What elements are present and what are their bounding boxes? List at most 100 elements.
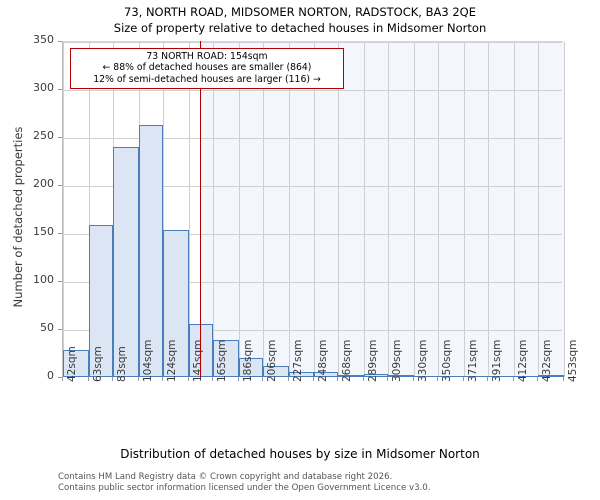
y-axis-tick-label: 0	[47, 369, 54, 382]
x-axis-tick-label: 145sqm	[191, 339, 204, 382]
x-axis-tick-mark	[62, 377, 63, 381]
property-annotation-box: 73 NORTH ROAD: 154sqm ← 88% of detached …	[70, 48, 344, 90]
gridline-vertical	[564, 42, 565, 377]
x-axis-tick-mark	[87, 377, 89, 381]
gridline-vertical	[314, 42, 316, 377]
x-axis-tick-mark	[287, 377, 289, 381]
y-axis-tick-mark	[58, 329, 62, 330]
x-axis-tick-mark	[437, 377, 439, 381]
x-axis-tick-mark	[337, 377, 339, 381]
annotation-line-1: 73 NORTH ROAD: 154sqm	[146, 51, 268, 62]
chart-subtitle: Size of property relative to detached ho…	[113, 21, 487, 35]
x-axis-tick-mark	[363, 377, 365, 381]
histogram-bar	[364, 374, 389, 377]
gridline-vertical	[414, 42, 416, 377]
gridline-vertical	[464, 42, 466, 377]
x-axis-tick-mark	[487, 377, 489, 381]
gridline-horizontal	[63, 330, 562, 331]
gridline-horizontal	[63, 186, 562, 187]
histogram-bar	[514, 376, 539, 377]
x-axis-tick-label: 186sqm	[241, 339, 254, 382]
histogram-bar	[112, 146, 139, 377]
annotation-line-3: 12% of semi-detached houses are larger (…	[93, 73, 321, 85]
x-axis-tick-label: 350sqm	[441, 339, 454, 382]
histogram-bar	[63, 350, 89, 377]
x-axis-label: Distribution of detached houses by size …	[120, 447, 480, 461]
y-axis-tick-label: 250	[33, 129, 54, 142]
gridline-vertical	[88, 42, 90, 377]
gridline-vertical	[238, 42, 240, 377]
x-axis-tick-label: 248sqm	[317, 339, 330, 382]
gridline-horizontal	[63, 282, 562, 283]
chart-title: 73, NORTH ROAD, MIDSOMER NORTON, RADSTOC…	[124, 5, 476, 19]
x-axis-tick-mark	[187, 377, 189, 381]
y-axis-tick-mark	[58, 377, 62, 378]
gridline-vertical	[262, 42, 264, 377]
y-axis-tick-mark	[58, 41, 62, 42]
x-axis-tick-label: 104sqm	[141, 339, 154, 382]
x-axis-tick-mark	[537, 377, 539, 381]
gridline-vertical	[514, 42, 516, 377]
gridline-vertical	[162, 42, 164, 377]
x-axis-tick-label: 63sqm	[91, 346, 104, 382]
y-axis-label-wrap: Number of detached properties	[8, 60, 28, 360]
gridline-vertical	[538, 42, 540, 377]
y-axis-tick-label: 150	[33, 225, 54, 238]
x-axis-tick-label: 289sqm	[367, 339, 380, 382]
histogram-bar	[262, 366, 289, 377]
histogram-bar	[464, 376, 489, 377]
histogram-bar	[162, 230, 189, 377]
gridline-vertical	[288, 42, 290, 377]
y-axis-tick-mark	[58, 137, 62, 138]
plot-area	[62, 41, 565, 378]
y-axis-tick-label: 50	[40, 321, 54, 334]
gridline-horizontal	[63, 90, 562, 91]
x-axis-tick-label: 206sqm	[265, 339, 278, 382]
histogram-bar	[288, 372, 315, 377]
x-axis-tick-label: 227sqm	[291, 339, 304, 382]
larger-region-shading	[199, 42, 564, 377]
gridline-vertical	[438, 42, 440, 377]
y-axis-tick-label: 100	[33, 273, 54, 286]
x-axis-tick-label: 330sqm	[417, 339, 430, 382]
x-axis-tick-label: 412sqm	[517, 339, 530, 382]
histogram-bar	[212, 339, 239, 377]
x-axis-tick-label: 432sqm	[541, 339, 554, 382]
x-axis-tick-label: 453sqm	[567, 339, 579, 382]
attribution-footer: Contains HM Land Registry data © Crown c…	[58, 472, 578, 493]
y-axis-tick-label: 200	[33, 177, 54, 190]
histogram-bar	[414, 376, 439, 377]
annotation-line-2: ← 88% of detached houses are smaller (86…	[102, 62, 312, 74]
x-axis-tick-mark	[513, 377, 515, 381]
y-axis-tick-mark	[58, 281, 62, 282]
histogram-bar	[538, 375, 564, 377]
x-axis-tick-label: 42sqm	[66, 346, 78, 382]
x-axis-tick-mark	[111, 377, 113, 381]
y-axis-tick-mark	[58, 185, 62, 186]
gridline-vertical	[488, 42, 490, 377]
x-axis-tick-mark	[211, 377, 213, 381]
x-axis-tick-label: 371sqm	[467, 339, 480, 382]
gridline-vertical	[338, 42, 340, 377]
histogram-bar	[314, 372, 339, 377]
x-axis-tick-mark	[137, 377, 139, 381]
x-axis-tick-mark	[413, 377, 415, 381]
histogram-bar	[338, 375, 365, 377]
chart-title-block: 73, NORTH ROAD, MIDSOMER NORTON, RADSTOC…	[0, 4, 600, 36]
histogram-bars	[63, 42, 564, 377]
histogram-bar	[438, 376, 465, 377]
footer-line-2: Contains public sector information licen…	[58, 482, 431, 493]
histogram-bar	[138, 124, 163, 377]
gridline-vertical	[212, 42, 214, 377]
x-axis-tick-mark	[387, 377, 389, 381]
y-axis-tick-mark	[58, 89, 62, 90]
y-axis-tick-label: 300	[33, 81, 54, 94]
histogram-bar	[88, 225, 113, 377]
gridline-horizontal	[63, 138, 562, 139]
x-axis-tick-mark	[261, 377, 263, 381]
x-axis-tick-label: 309sqm	[391, 339, 404, 382]
gridline-vertical	[188, 42, 190, 377]
histogram-bar	[488, 376, 515, 377]
histogram-bar	[238, 357, 263, 377]
